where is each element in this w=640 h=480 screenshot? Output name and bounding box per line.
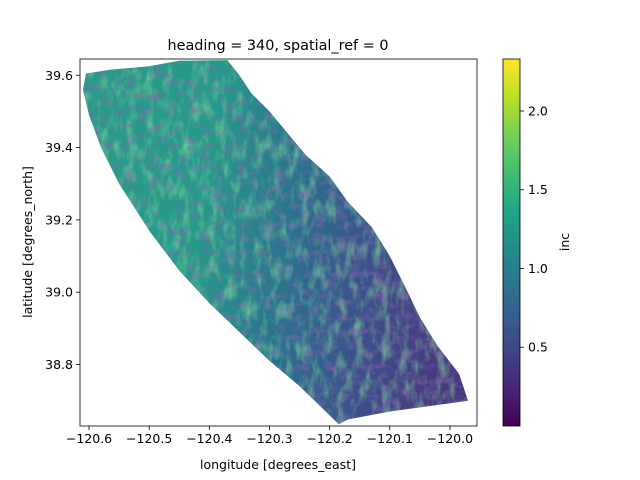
x-tick-label: −120.5 xyxy=(126,431,172,446)
x-axis-ticks: −120.6 −120.5 −120.4 −120.3 −120.2 −120.1 −120… xyxy=(66,426,473,446)
swath-layer xyxy=(83,60,468,425)
y-tick-label: 38.8 xyxy=(45,357,73,372)
colorbar-ticks: 0.5 1.0 1.5 2.0 xyxy=(520,103,548,355)
x-tick-label: −120.3 xyxy=(246,431,292,446)
colorbar-tick-label: 0.5 xyxy=(528,340,548,355)
colorbar-label: inc xyxy=(557,233,572,251)
colorbar-tick-label: 1.0 xyxy=(528,261,548,276)
x-axis-label: longitude [degrees_east] xyxy=(200,457,356,472)
x-tick-label: −120.2 xyxy=(306,431,352,446)
x-tick-label: −120.1 xyxy=(367,431,413,446)
y-tick-label: 39.2 xyxy=(45,212,73,227)
colorbar-tick-label: 2.0 xyxy=(528,103,548,118)
plot-frame xyxy=(79,58,478,427)
x-tick-label: −120.4 xyxy=(186,431,232,446)
colorbar-tick-label: 1.5 xyxy=(528,182,548,197)
x-tick-label: −120.6 xyxy=(66,431,112,446)
y-tick-label: 39.6 xyxy=(45,68,73,83)
y-axis-label: latitude [degrees_north] xyxy=(20,166,35,318)
y-tick-label: 39.0 xyxy=(45,285,73,300)
y-axis-ticks: 38.8 39.0 39.2 39.4 39.6 xyxy=(45,68,80,372)
y-tick-label: 39.4 xyxy=(45,140,73,155)
x-tick-label: −120.0 xyxy=(427,431,473,446)
chart-title: heading = 340, spatial_ref = 0 xyxy=(168,38,389,54)
colorbar xyxy=(502,58,521,427)
swath-texture-dark xyxy=(83,60,468,425)
